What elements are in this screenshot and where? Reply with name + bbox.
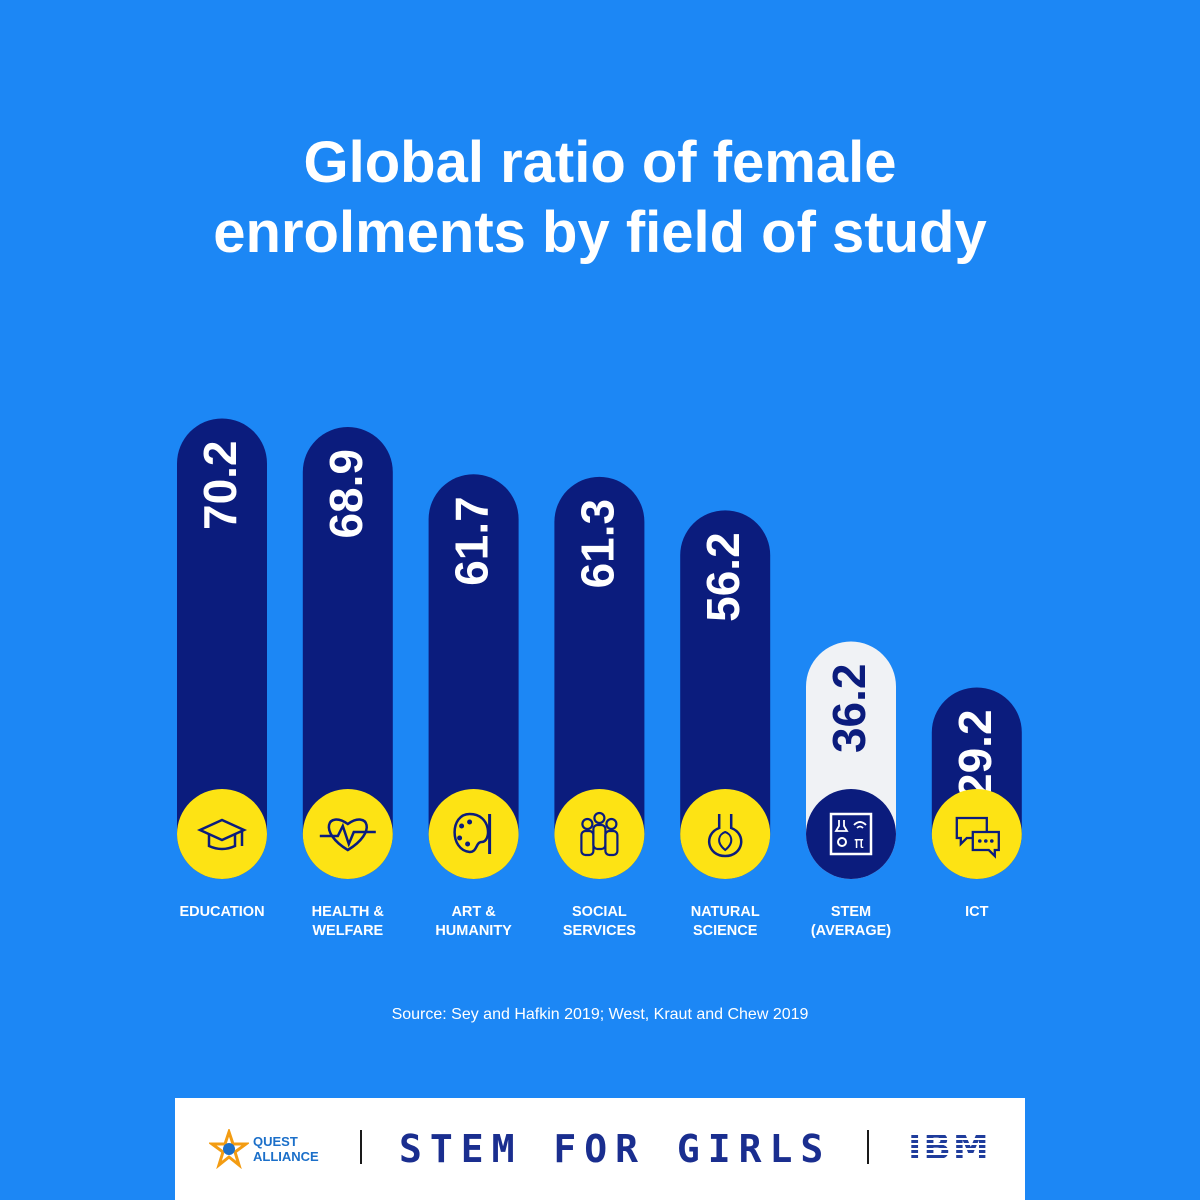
bar-group: 36.2 π STEM (AVERAGE) — [806, 641, 896, 939]
category-label: (AVERAGE) — [811, 923, 891, 939]
chat-dot — [990, 839, 994, 843]
paint-dot — [459, 823, 465, 829]
footer-divider — [360, 1130, 362, 1164]
category-label: ART & — [451, 904, 496, 920]
data-label: 70.2 — [194, 440, 246, 530]
chart-title: Global ratio of female enrolments by fie… — [0, 128, 1200, 268]
person-head — [581, 817, 594, 831]
category-label: SOCIAL — [572, 904, 627, 920]
footer-divider — [867, 1130, 869, 1164]
graduation-cap-icon — [196, 818, 248, 851]
category-label: NATURAL — [691, 904, 760, 920]
heartbeat-icon — [319, 818, 376, 852]
category-label: ICT — [965, 904, 989, 920]
icon-circle — [428, 789, 519, 879]
pi-symbol: π — [854, 833, 864, 852]
cap-top — [196, 818, 248, 842]
ibm-logo: IBM — [908, 1127, 991, 1168]
bar-group: 70.2 EDUCATION — [177, 418, 267, 920]
bar-chart: 70.2 EDUCATION 68.9 HEALTH & WELFARE 61.7 ART … — [177, 418, 1022, 939]
icon-circle — [302, 789, 393, 879]
category-label: STEM — [831, 904, 871, 920]
bar — [428, 474, 519, 879]
paint-dot — [467, 819, 473, 825]
stem-board-icon: π — [829, 812, 873, 856]
bar — [680, 510, 771, 879]
bar-group: 29.2 ICT — [931, 687, 1022, 920]
flask-symbol — [834, 820, 849, 832]
data-label: 61.3 — [571, 499, 623, 589]
bar-group: 68.9 HEALTH & WELFARE — [302, 427, 393, 939]
quest-line-2: ALLIANCE — [253, 1149, 319, 1164]
quest-alliance-logo-icon — [209, 1129, 249, 1169]
chat-bubbles-icon — [955, 816, 1000, 859]
title-line-2: enrolments by field of study — [213, 200, 987, 265]
data-label: 61.7 — [446, 496, 498, 586]
bar-group: 61.3 SOCIAL SERVICES — [554, 476, 645, 939]
flask-outline — [708, 814, 743, 858]
person-body — [604, 829, 619, 857]
icon-circle — [554, 789, 645, 879]
icon-circle — [806, 789, 896, 879]
title-line-1: Global ratio of female — [303, 130, 897, 195]
cap-base — [207, 834, 237, 851]
palette-outline — [453, 812, 490, 854]
bubble-front — [971, 830, 1000, 859]
pulse-line — [319, 822, 376, 848]
category-label: SERVICES — [563, 923, 636, 939]
data-label: 36.2 — [823, 664, 875, 754]
category-label: EDUCATION — [179, 904, 264, 920]
quest-alliance-wordmark: QUEST ALLIANCE — [253, 1134, 319, 1164]
data-label: 68.9 — [320, 449, 372, 539]
wifi-symbol — [853, 821, 867, 829]
bar — [554, 476, 645, 879]
person-head — [593, 811, 606, 825]
paint-dot — [457, 835, 463, 841]
data-label: 56.2 — [697, 532, 749, 622]
icon-circle — [680, 789, 771, 879]
paint-dot — [465, 841, 471, 847]
data-label: 29.2 — [949, 709, 1001, 799]
category-label: HEALTH & — [312, 904, 385, 920]
bar — [302, 427, 393, 879]
category-label: SCIENCE — [693, 923, 758, 939]
icon-circle — [177, 789, 267, 879]
bar-group: 61.7 ART & HUMANITY — [428, 474, 519, 939]
category-label: HUMANITY — [435, 923, 512, 939]
bar — [177, 418, 267, 879]
bubble-back — [955, 816, 988, 847]
source-note: Source: Sey and Hafkin 2019; West, Kraut… — [391, 1006, 809, 1023]
palette-icon — [453, 812, 492, 854]
board-frame — [829, 812, 873, 856]
footer-logos: QUEST ALLIANCE STEM FOR GIRLS IBM — [175, 1098, 1025, 1200]
gear-symbol — [837, 837, 847, 847]
category-label: WELFARE — [312, 923, 383, 939]
quest-line-1: QUEST — [253, 1134, 298, 1149]
person-head — [605, 817, 618, 831]
stem-for-girls-logo: STEM FOR GIRLS — [399, 1127, 832, 1171]
chat-dot — [978, 839, 982, 843]
leaf — [718, 830, 733, 852]
flask-leaf-icon — [708, 814, 743, 858]
chat-dot — [984, 839, 988, 843]
people-icon — [580, 811, 619, 857]
bar-group: 56.2 NATURAL SCIENCE — [680, 510, 771, 939]
heart-outline — [327, 818, 368, 852]
